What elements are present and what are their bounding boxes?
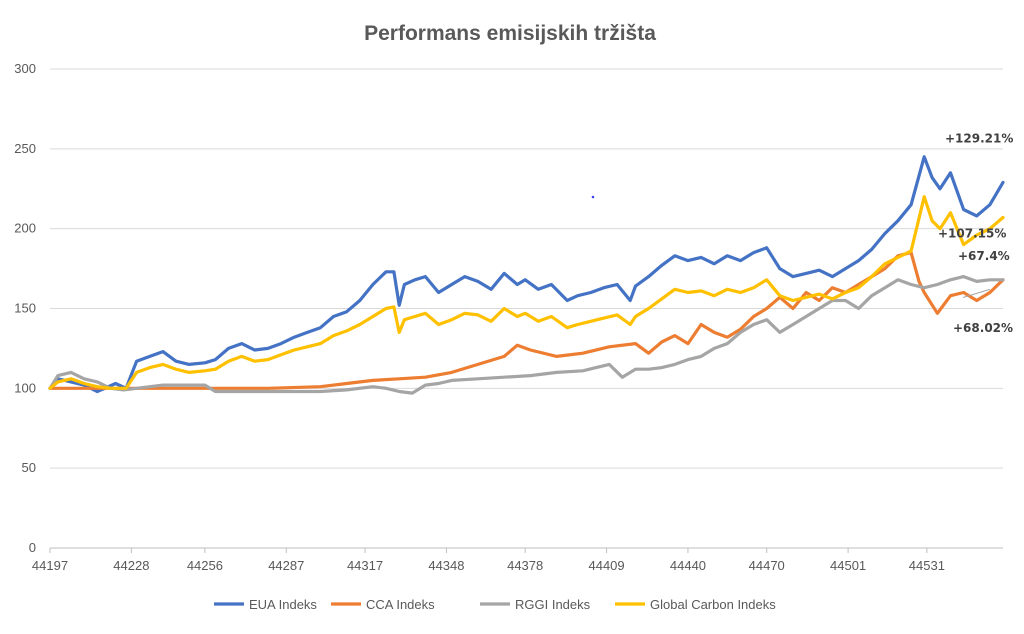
legend-label: CCA Indeks xyxy=(366,597,435,612)
end-label: +68.02% xyxy=(953,321,1013,335)
x-tick-label: 44531 xyxy=(909,558,945,573)
y-tick-label: 0 xyxy=(29,540,36,555)
series-line-rggi-indeks xyxy=(48,275,1005,395)
x-tick-label: 44348 xyxy=(428,558,464,573)
y-tick-label: 100 xyxy=(14,380,36,395)
legend-label: EUA Indeks xyxy=(249,597,317,612)
y-tick-label: 250 xyxy=(14,141,36,156)
end-label: +107.15% xyxy=(938,226,1006,240)
series-lines xyxy=(48,155,1005,395)
y-tick-label: 150 xyxy=(14,301,36,316)
x-tick-label: 44470 xyxy=(749,558,785,573)
x-tick-label: 44501 xyxy=(830,558,866,573)
x-tick-label: 44440 xyxy=(670,558,706,573)
x-tick-label: 44409 xyxy=(588,558,624,573)
stray-dot xyxy=(591,195,595,199)
chart-title: Performans emisijskih tržišta xyxy=(364,22,656,45)
y-tick-label: 50 xyxy=(22,460,36,475)
x-axis-tick-labels: 44197 44228 44256 44287 44317 44348 44378 44409… xyxy=(32,548,945,573)
y-tick-label: 300 xyxy=(14,61,36,76)
y-tick-label: 200 xyxy=(14,221,36,236)
x-tick-label: 44287 xyxy=(268,558,304,573)
x-tick-label: 44378 xyxy=(507,558,543,573)
leader-line xyxy=(962,288,991,299)
legend-label: RGGI Indeks xyxy=(515,597,591,612)
legend-label: Global Carbon Indeks xyxy=(650,597,776,612)
x-tick-label: 44197 xyxy=(32,558,68,573)
end-label: +129.21% xyxy=(945,131,1013,145)
gridlines xyxy=(50,68,1003,469)
series-end-labels: +129.21% +68.02% +67.4% +107.15% xyxy=(938,131,1013,334)
end-label: +67.4% xyxy=(958,249,1010,263)
x-tick-label: 44256 xyxy=(187,558,223,573)
x-tick-label: 44228 xyxy=(113,558,149,573)
series-line-eua-indeks xyxy=(48,155,1005,394)
y-axis-tick-labels: 0 50 100 150 200 250 300 xyxy=(14,61,36,555)
x-tick-label: 44317 xyxy=(347,558,383,573)
series-line-global-carbon-indeks xyxy=(48,195,1005,390)
legend: EUA Indeks CCA Indeks RGGI Indeks Global Ca… xyxy=(214,597,776,612)
series-line-cca-indeks xyxy=(48,251,1005,390)
